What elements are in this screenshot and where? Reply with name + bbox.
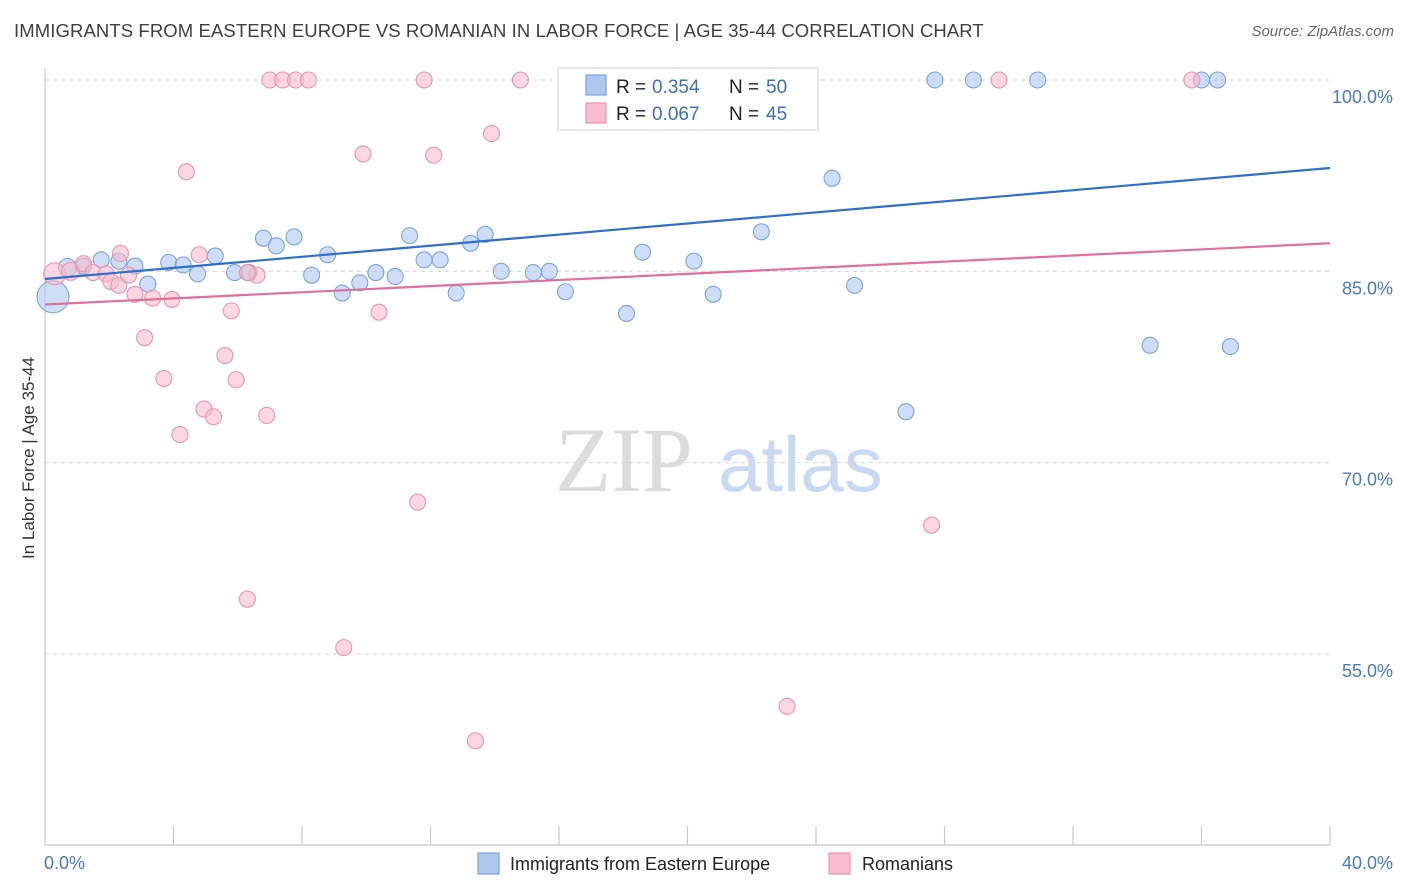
- watermark-zip: ZIP: [555, 409, 693, 511]
- point-immigrants-8: [174, 256, 192, 274]
- point-romanians-35: [466, 732, 485, 750]
- point-romanians-22: [238, 590, 256, 608]
- x-tick-label-right: 40.0%: [1342, 853, 1393, 873]
- point-immigrants-37: [823, 169, 841, 187]
- point-romanians-19: [216, 346, 234, 365]
- point-immigrants-16: [303, 266, 321, 284]
- legend-r-label-2: R =: [616, 104, 646, 125]
- point-immigrants-29: [524, 264, 542, 282]
- point-romanians-15: [177, 163, 195, 181]
- point-immigrants-15: [285, 228, 303, 246]
- point-immigrants-9: [189, 265, 207, 283]
- point-romanians-33: [425, 146, 443, 164]
- y-tick-labels: 100.0% 85.0% 70.0% 55.0%: [1332, 87, 1393, 681]
- point-romanians-12: [155, 369, 173, 388]
- point-romanians-37: [511, 71, 530, 89]
- point-romanians-34: [415, 71, 433, 89]
- legend-n-value-2: 45: [766, 104, 787, 125]
- point-immigrants-21: [386, 267, 404, 285]
- point-immigrants-44: [1221, 338, 1239, 356]
- point-immigrants-10: [206, 247, 224, 265]
- point-immigrants-40: [926, 71, 944, 89]
- point-immigrants-13: [254, 229, 273, 247]
- point-romanians-44: [238, 264, 256, 282]
- point-immigrants-33: [633, 243, 652, 261]
- point-immigrants-18: [333, 284, 351, 302]
- point-immigrants-34: [685, 252, 703, 270]
- source-label: Source: ZipAtlas.com: [1251, 23, 1394, 40]
- point-immigrants-36: [752, 223, 770, 241]
- point-immigrants-46: [1209, 71, 1227, 89]
- legend-r-value-1: 0.354: [652, 77, 700, 98]
- y-tick-label-3: 55.0%: [1342, 661, 1393, 681]
- legend-r-label-1: R =: [616, 77, 646, 98]
- trend-line-romanians: [44, 242, 1331, 306]
- y-tick-label-0: 100.0%: [1332, 87, 1393, 107]
- watermark-atlas: atlas: [718, 420, 883, 508]
- point-immigrants-14: [267, 237, 285, 255]
- x-ticks: [172, 826, 1331, 845]
- point-immigrants-23: [415, 251, 433, 269]
- point-romanians-32: [409, 493, 427, 511]
- point-immigrants-28: [492, 262, 510, 280]
- point-immigrants-31: [556, 283, 574, 301]
- point-romanians-39: [778, 697, 796, 715]
- legend-n-value-1: 50: [766, 77, 787, 98]
- point-immigrants-24: [431, 251, 449, 269]
- y-axis-title: In Labor Force | Age 35-44: [19, 357, 38, 559]
- legend-r-value-2: 0.067: [652, 104, 700, 125]
- point-immigrants-20: [367, 264, 385, 282]
- point-romanians-40: [923, 516, 941, 534]
- grid: [45, 79, 1330, 655]
- series-legend-label-romanians: Romanians: [862, 854, 953, 874]
- legend-n-label-1: N =: [729, 77, 759, 98]
- point-immigrants-30: [540, 262, 558, 280]
- point-immigrants-41: [964, 71, 982, 89]
- point-immigrants-25: [447, 284, 465, 302]
- point-romanians-21: [227, 371, 245, 389]
- point-romanians-28: [299, 71, 317, 89]
- series-legend-swatch-immigrants: [477, 852, 500, 875]
- point-romanians-24: [258, 406, 276, 425]
- y-tick-label-1: 85.0%: [1342, 278, 1393, 298]
- point-romanians-7: [111, 244, 130, 263]
- x-tick-label-left: 0.0%: [44, 853, 85, 873]
- point-immigrants-35: [704, 285, 722, 303]
- series-legend: Immigrants from Eastern Europe Romanians: [477, 852, 953, 875]
- point-immigrants-19: [351, 274, 369, 292]
- point-romanians-8: [119, 266, 138, 284]
- point-immigrants-0: [36, 280, 70, 314]
- point-romanians-29: [335, 639, 353, 657]
- point-romanians-30: [354, 145, 372, 163]
- point-romanians-16: [190, 246, 208, 264]
- point-immigrants-27: [476, 225, 494, 243]
- stats-legend: R = 0.354 N = 50 R = 0.067 N = 45: [557, 67, 819, 131]
- point-romanians-42: [1183, 71, 1201, 89]
- legend-swatch-pink: [585, 102, 607, 124]
- trend-lines: [44, 166, 1331, 306]
- point-immigrants-43: [1141, 336, 1159, 354]
- point-immigrants-22: [401, 227, 419, 245]
- trend-line-immigrants: [44, 166, 1331, 281]
- point-romanians-9: [126, 285, 144, 303]
- point-romanians-20: [222, 302, 240, 320]
- point-immigrants-42: [1029, 71, 1047, 89]
- point-romanians-31: [370, 303, 388, 321]
- point-romanians-14: [171, 426, 189, 444]
- point-romanians-36: [482, 125, 501, 143]
- point-romanians-18: [205, 408, 223, 426]
- legend-swatch-blue: [585, 74, 607, 96]
- y-tick-label-2: 70.0%: [1342, 470, 1393, 490]
- legend-n-label-2: N =: [729, 104, 759, 125]
- point-immigrants-38: [845, 276, 864, 294]
- point-romanians-41: [990, 71, 1008, 89]
- point-immigrants-32: [617, 304, 636, 322]
- chart-title: IMMIGRANTS FROM EASTERN EUROPE VS ROMANI…: [14, 20, 984, 41]
- point-immigrants-39: [897, 403, 915, 421]
- series-legend-swatch-romanians: [828, 852, 851, 875]
- point-romanians-10: [136, 329, 154, 347]
- series-legend-label-immigrants: Immigrants from Eastern Europe: [510, 854, 770, 874]
